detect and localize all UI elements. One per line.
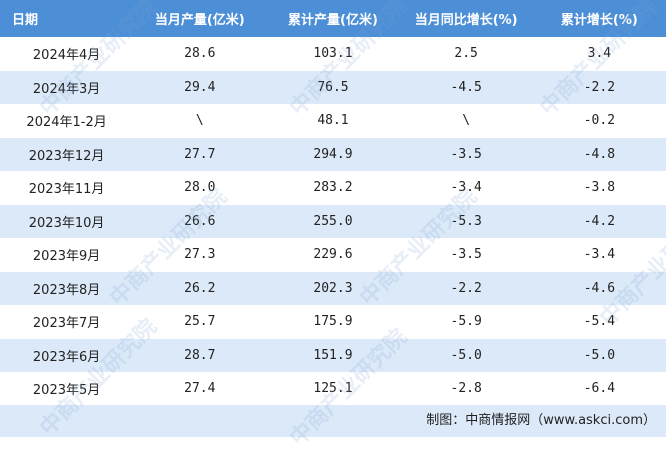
date-cell: 2023年9月 xyxy=(32,249,101,265)
value-cell: \ xyxy=(195,113,204,129)
value-cell: -2.2 xyxy=(532,70,666,104)
table-row: 2024年3月 29.4 76.5 -4.5 -2.2 xyxy=(0,70,666,104)
value-cell: 294.9 xyxy=(266,137,400,171)
value-cell: -3.4 xyxy=(450,180,482,196)
value-cell: 229.6 xyxy=(313,247,353,263)
table-row: 2023年7月 25.7 175.9 -5.9 -5.4 xyxy=(0,305,666,339)
value-cell: 28.7 xyxy=(133,338,267,372)
value-cell: -3.5 xyxy=(399,137,533,171)
value-cell: -5.3 xyxy=(399,204,533,238)
date-cell: 2023年8月 xyxy=(0,271,134,305)
value-cell: -4.2 xyxy=(532,204,666,238)
value-cell: -4.8 xyxy=(532,137,666,171)
date-cell: 2024年3月 xyxy=(0,70,134,104)
table-row: 2023年11月 28.0 283.2 -3.4 -3.8 xyxy=(0,171,666,205)
table-row: 2023年8月 26.2 202.3 -2.2 -4.6 xyxy=(0,271,666,305)
date-cell: 2023年11月 xyxy=(28,182,105,198)
value-cell: 151.9 xyxy=(266,338,400,372)
value-cell: 27.3 xyxy=(184,247,216,263)
value-cell: 28.6 xyxy=(184,46,216,62)
date-cell: 2023年10月 xyxy=(0,204,134,238)
value-cell: -5.0 xyxy=(399,338,533,372)
date-cell: 2023年5月 xyxy=(32,383,101,399)
header-row: 日期 当月产量(亿米) 累计产量(亿米) 当月同比增长(%) 累计增长(%) xyxy=(0,0,666,37)
value-cell: 2.5 xyxy=(454,46,478,62)
value-cell: -6.4 xyxy=(583,381,616,397)
value-cell: -5.0 xyxy=(532,338,666,372)
value-cell: 255.0 xyxy=(266,204,400,238)
value-cell: -5.4 xyxy=(583,314,616,330)
value-cell: -2.2 xyxy=(399,271,533,305)
value-cell: -3.5 xyxy=(450,247,482,263)
date-cell: 2023年6月 xyxy=(0,338,134,372)
table-row: 2023年10月 26.6 255.0 -5.3 -4.2 xyxy=(0,204,666,238)
value-cell: 25.7 xyxy=(184,314,216,330)
column-header: 累计产量(亿米) xyxy=(266,0,400,37)
value-cell: 27.7 xyxy=(133,137,267,171)
value-cell: 103.1 xyxy=(313,46,353,62)
table-row: 2024年1-2月 \ 48.1 \ -0.2 xyxy=(0,104,666,138)
value-cell: 3.4 xyxy=(587,46,612,62)
value-cell: 202.3 xyxy=(266,271,400,305)
value-cell: -4.5 xyxy=(399,70,533,104)
column-header: 当月同比增长(%) xyxy=(399,0,533,37)
date-cell: 2024年1-2月 xyxy=(26,115,107,131)
table-row: 2024年4月 28.6 103.1 2.5 3.4 xyxy=(0,37,666,71)
value-cell: -5.9 xyxy=(450,314,482,330)
value-cell: \ xyxy=(462,113,471,129)
value-cell: 27.4 xyxy=(184,381,216,397)
value-cell: 29.4 xyxy=(133,70,267,104)
value-cell: 125.1 xyxy=(313,381,353,397)
column-header: 日期 xyxy=(0,0,134,37)
table-row: 2023年12月 27.7 294.9 -3.5 -4.8 xyxy=(0,137,666,171)
date-cell: 2023年12月 xyxy=(0,137,134,171)
value-cell: -4.6 xyxy=(532,271,666,305)
source-note: 制图：中商情报网（www.askci.com） xyxy=(0,405,666,437)
value-cell: 48.1 xyxy=(317,113,349,129)
value-cell: -0.2 xyxy=(583,113,616,129)
table-row: 2023年6月 28.7 151.9 -5.0 -5.0 xyxy=(0,338,666,372)
value-cell: 283.2 xyxy=(313,180,353,196)
table-row: 2023年5月 27.4 125.1 -2.8 -6.4 xyxy=(0,372,666,406)
column-header: 当月产量(亿米) xyxy=(133,0,267,37)
value-cell: -2.8 xyxy=(450,381,482,397)
value-cell: 26.6 xyxy=(133,204,267,238)
value-cell: 76.5 xyxy=(266,70,400,104)
table-row: 2023年9月 27.3 229.6 -3.5 -3.4 xyxy=(0,238,666,272)
value-cell: 26.2 xyxy=(133,271,267,305)
value-cell: 175.9 xyxy=(313,314,353,330)
date-cell: 2023年7月 xyxy=(32,316,101,332)
value-cell: 28.0 xyxy=(184,180,216,196)
data-table: 日期 当月产量(亿米) 累计产量(亿米) 当月同比增长(%) 累计增长(%) 2024年… xyxy=(0,0,666,406)
value-cell: -3.8 xyxy=(583,180,616,196)
column-header: 累计增长(%) xyxy=(532,0,666,37)
date-cell: 2024年4月 xyxy=(32,48,101,64)
value-cell: -3.4 xyxy=(583,247,616,263)
